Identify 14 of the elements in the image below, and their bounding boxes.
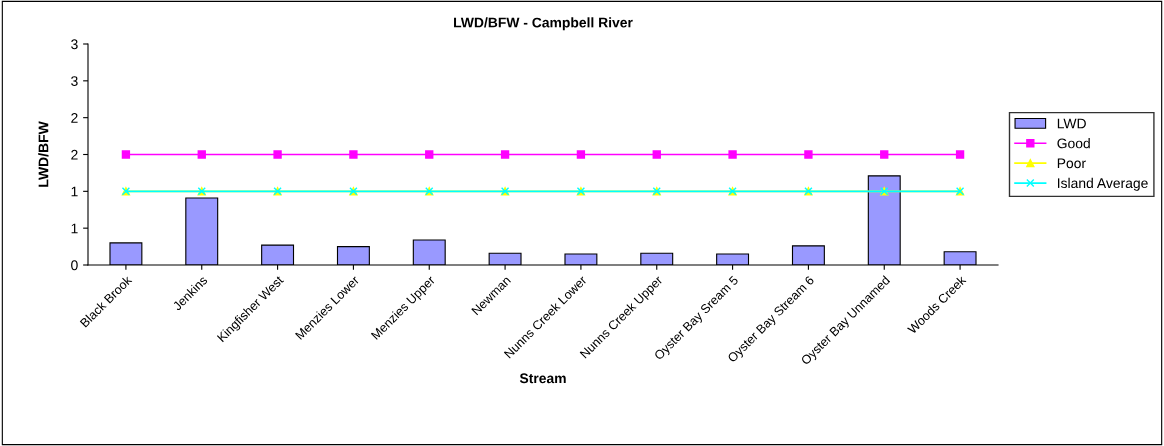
- y-axis-title: LWD/BFW: [38, 121, 49, 187]
- chart-title: LWD/BFW - Campbell River: [454, 17, 633, 31]
- y-tick-label: 2: [71, 149, 78, 160]
- legend-label: LWD: [1057, 118, 1086, 129]
- y-tick-label: 1: [71, 186, 78, 197]
- x-axis-title: Stream: [519, 373, 566, 384]
- y-tick-label: 1: [71, 223, 78, 234]
- legend-label: Good: [1057, 138, 1090, 149]
- y-tick-label: 3: [71, 39, 78, 50]
- y-tick-label: 2: [71, 113, 78, 123]
- y-tick-label: 0: [71, 260, 78, 271]
- legend-label: Poor: [1057, 158, 1086, 169]
- y-tick-label: 3: [71, 76, 78, 86]
- legend-label: Island Average: [1058, 177, 1148, 191]
